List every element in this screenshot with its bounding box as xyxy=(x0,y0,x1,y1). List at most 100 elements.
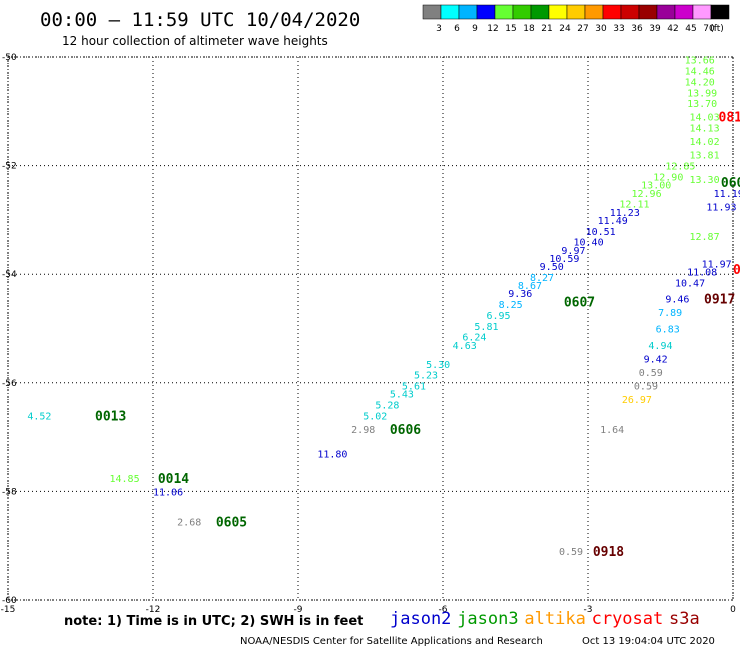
colorbar-swatch xyxy=(638,4,658,20)
longitude-tick-label: -3 xyxy=(584,605,593,615)
colorbar-swatch xyxy=(422,4,442,20)
colorbar-label: 12 xyxy=(487,24,498,34)
wave-height-value: 11.80 xyxy=(317,449,347,460)
wave-height-value: 13.30 xyxy=(690,175,720,186)
wave-height-value: 8.25 xyxy=(499,300,523,311)
colorbar-label: 36 xyxy=(631,24,643,34)
wave-height-value: 13.66 xyxy=(685,56,715,67)
colorbar-label: 70 xyxy=(703,24,715,34)
wave-height-value: 10.51 xyxy=(586,227,616,238)
wave-height-value: 14.46 xyxy=(685,67,715,78)
wave-height-value: 5.23 xyxy=(414,371,438,382)
colorbar-label: 21 xyxy=(541,24,552,34)
footer-note: note: 1) Time is in UTC; 2) SWH is in fe… xyxy=(64,614,363,629)
colorbar-label: 18 xyxy=(523,24,535,34)
wave-height-value: 9.97 xyxy=(561,246,585,257)
plot-frame xyxy=(7,56,734,601)
colorbar-label: 42 xyxy=(667,24,678,34)
wave-height-value: 11.19 xyxy=(714,189,740,200)
wave-height-value: 12.96 xyxy=(632,189,662,200)
wave-height-value: 13.70 xyxy=(687,99,717,110)
satellite-legend-item: altika xyxy=(524,609,585,629)
wave-height-value: 13.81 xyxy=(690,151,720,162)
colorbar-swatch xyxy=(710,4,730,20)
latitude-tick-label: -52 xyxy=(2,162,17,172)
latitude-tick-label: -58 xyxy=(2,487,17,497)
wave-height-value: 4.52 xyxy=(27,411,51,422)
wave-height-value: 11.08 xyxy=(687,267,717,278)
wave-height-value: 5.61 xyxy=(402,382,426,393)
wave-height-value: 7.89 xyxy=(658,308,682,319)
wave-height-value: 5.30 xyxy=(426,360,450,371)
pass-label: 0917 xyxy=(704,293,735,308)
colorbar-unit: (ft) xyxy=(710,24,724,34)
colorbar-swatch xyxy=(656,4,676,20)
pass-label: 0607 xyxy=(564,295,595,310)
wave-height-value: 12.85 xyxy=(665,162,695,173)
wave-height-value: 6.83 xyxy=(656,325,680,336)
footer-timestamp: Oct 13 19:04:04 UTC 2020 xyxy=(582,636,715,647)
latitude-tick-label: -56 xyxy=(2,379,17,389)
axis-ticks: -15 -12 -9 -6 -3 0 -50 -52 -54 -56 -58 -60 xyxy=(1,53,736,615)
map-subtitle: 12 hour collection of altimeter wave hei… xyxy=(62,34,328,48)
wave-height-value: 26.97 xyxy=(622,395,652,406)
wave-height-value: 12.11 xyxy=(619,200,649,211)
wave-height-value: 10.59 xyxy=(549,254,579,265)
wave-height-value: 11.97 xyxy=(702,259,732,270)
wave-height-value: 2.68 xyxy=(177,517,201,528)
wave-height-value: 8.67 xyxy=(518,281,542,292)
wave-height-value: 6.95 xyxy=(487,311,511,322)
colorbar-label: 9 xyxy=(472,24,478,34)
colorbar-swatch xyxy=(512,4,532,20)
colorbar-swatch xyxy=(440,4,460,20)
longitude-tick-label: -9 xyxy=(294,605,303,615)
longitude-tick-label: -15 xyxy=(1,605,16,615)
colorbar-swatch xyxy=(530,4,550,20)
wave-height-value: 4.63 xyxy=(453,341,477,352)
colorbar-swatch xyxy=(674,4,694,20)
colorbar-swatch xyxy=(584,4,604,20)
colorbar-label: 15 xyxy=(505,24,516,34)
colorbar-swatch xyxy=(476,4,496,20)
colorbar-label: 24 xyxy=(559,24,571,34)
wave-height-value: 5.43 xyxy=(390,390,414,401)
pass-label: 0 xyxy=(733,263,740,278)
wave-height-value: 11.23 xyxy=(610,208,640,219)
wave-height-value: 13.00 xyxy=(641,181,671,192)
wave-height-value: 1.64 xyxy=(600,425,624,436)
footer-credit: NOAA/NESDIS Center for Satellite Applica… xyxy=(240,636,543,647)
pass-label: 0606 xyxy=(390,423,421,438)
wave-height-value: 0.59 xyxy=(639,368,663,379)
longitude-tick-label: 0 xyxy=(730,605,736,615)
pass-label: 060 xyxy=(721,176,740,191)
wave-height-colorbar: 3 6 9 12 15 18 21 24 27 30 33 36 39 42 45 70(ft) xyxy=(422,4,730,34)
colorbar-swatch xyxy=(548,4,568,20)
colorbar-label: 45 xyxy=(685,24,696,34)
satellite-legend-item: jason2 xyxy=(390,609,451,629)
wave-height-value: 5.81 xyxy=(474,322,498,333)
pass-label: 0918 xyxy=(593,545,624,560)
wave-height-value: 12.90 xyxy=(653,172,683,183)
colorbar-label: 6 xyxy=(454,24,460,34)
wave-height-value: 10.40 xyxy=(574,238,604,249)
latitude-tick-label: -50 xyxy=(2,53,17,63)
colorbar-label: 30 xyxy=(595,24,607,34)
wave-height-value: 9.36 xyxy=(508,289,532,300)
wave-height-value: 5.02 xyxy=(363,411,387,422)
wave-height-value: 14.03 xyxy=(690,113,720,124)
wave-height-value: 9.50 xyxy=(540,262,564,273)
colorbar-swatch xyxy=(566,4,586,20)
pass-label: 0013 xyxy=(95,409,126,424)
wave-height-value: 14.02 xyxy=(690,137,720,148)
satellite-legend-item: jason3 xyxy=(457,609,518,629)
wave-height-value: 14.20 xyxy=(685,77,715,88)
colorbar-label: 27 xyxy=(577,24,588,34)
satellite-legend: jason2 jason3 altika cryosat s3a xyxy=(390,609,700,629)
wave-height-value: 11.93 xyxy=(706,202,736,213)
longitude-tick-label: -6 xyxy=(439,605,448,615)
wave-height-value: 14.85 xyxy=(110,474,140,485)
colorbar-swatch xyxy=(692,4,712,20)
pass-label: 0605 xyxy=(216,515,247,530)
wave-height-value: 5.28 xyxy=(375,401,399,412)
longitude-tick-label: -12 xyxy=(146,605,161,615)
